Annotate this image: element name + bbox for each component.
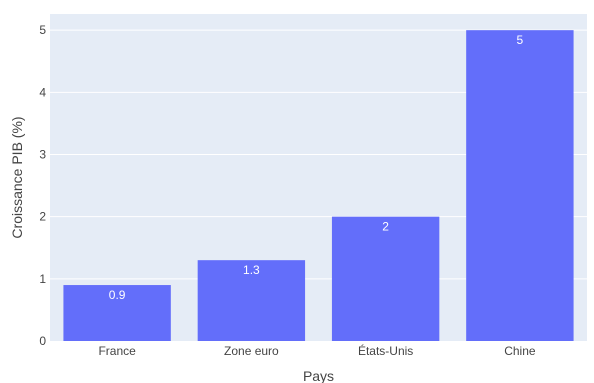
x-tick-label: Chine <box>504 344 536 358</box>
y-tick-label: 3 <box>39 147 46 161</box>
x-axis-ticks: France Zone euro États-Unis Chine <box>98 343 535 358</box>
y-tick-label: 5 <box>39 23 46 37</box>
bar-value-label: 0.9 <box>109 288 126 302</box>
x-tick-label: Zone euro <box>224 344 279 358</box>
bars <box>63 30 574 341</box>
x-tick-label: États-Unis <box>358 343 413 358</box>
y-tick-label: 4 <box>39 85 46 99</box>
bar <box>466 30 574 341</box>
bar-labels: 0.9 1.3 2 5 <box>109 33 524 302</box>
bar <box>197 260 306 341</box>
bar-value-label: 2 <box>382 220 389 234</box>
bar-value-label: 5 <box>517 33 524 47</box>
bar-value-label: 1.3 <box>243 263 260 277</box>
y-tick-label: 2 <box>39 210 46 224</box>
bar <box>331 216 440 341</box>
bar <box>63 285 171 341</box>
y-axis-title: Croissance PIB (%) <box>9 116 25 238</box>
x-tick-label: France <box>98 344 136 358</box>
y-tick-label: 1 <box>39 272 46 286</box>
x-axis-title: Pays <box>303 368 334 383</box>
y-tick-label: 0 <box>39 334 46 348</box>
y-axis-ticks: 0 1 2 3 4 5 <box>39 23 46 348</box>
